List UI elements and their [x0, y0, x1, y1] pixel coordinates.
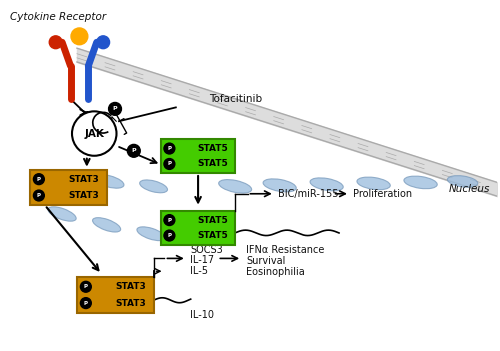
Text: P: P — [84, 284, 88, 289]
Ellipse shape — [404, 176, 438, 189]
Text: P: P — [168, 146, 172, 151]
Circle shape — [80, 298, 92, 309]
FancyBboxPatch shape — [30, 170, 106, 205]
Ellipse shape — [140, 180, 168, 193]
Ellipse shape — [92, 218, 120, 232]
Text: P: P — [112, 106, 117, 111]
Text: STAT5: STAT5 — [198, 231, 228, 240]
Text: Tofacitinib: Tofacitinib — [208, 94, 262, 104]
FancyBboxPatch shape — [77, 277, 154, 313]
Text: IFNα Resistance: IFNα Resistance — [246, 245, 324, 255]
FancyBboxPatch shape — [161, 139, 235, 173]
Text: P: P — [37, 177, 41, 182]
Text: P: P — [132, 148, 136, 153]
Ellipse shape — [357, 177, 390, 190]
Circle shape — [72, 111, 117, 156]
Circle shape — [164, 159, 175, 170]
FancyBboxPatch shape — [161, 211, 235, 245]
Ellipse shape — [137, 227, 166, 241]
Text: SOCS3: SOCS3 — [190, 245, 223, 255]
Text: Eosinophilia: Eosinophilia — [246, 267, 305, 277]
Circle shape — [128, 144, 140, 157]
Text: BIC/miR-155: BIC/miR-155 — [278, 189, 338, 199]
Circle shape — [34, 174, 44, 185]
Circle shape — [96, 36, 110, 49]
Circle shape — [80, 281, 92, 292]
Text: STAT3: STAT3 — [115, 282, 146, 291]
Text: STAT5: STAT5 — [198, 216, 228, 225]
Text: STAT3: STAT3 — [68, 191, 99, 200]
Text: P: P — [37, 193, 41, 198]
Ellipse shape — [448, 176, 478, 187]
Text: IL-10: IL-10 — [190, 310, 214, 320]
Text: STAT3: STAT3 — [115, 299, 146, 307]
Text: P: P — [168, 218, 172, 223]
Text: JAK: JAK — [84, 128, 104, 139]
Text: STAT3: STAT3 — [68, 175, 99, 184]
Text: IL-5: IL-5 — [190, 266, 208, 276]
Ellipse shape — [94, 175, 124, 188]
Text: STAT5: STAT5 — [198, 159, 228, 168]
Ellipse shape — [310, 178, 343, 191]
Text: P: P — [168, 161, 172, 166]
Text: P: P — [84, 300, 88, 306]
Text: IL-17: IL-17 — [190, 255, 214, 265]
Circle shape — [164, 215, 175, 226]
Circle shape — [108, 102, 122, 115]
Text: Proliferation: Proliferation — [354, 189, 412, 199]
Circle shape — [50, 36, 62, 49]
Text: Survival: Survival — [246, 256, 286, 266]
Circle shape — [164, 230, 175, 241]
Circle shape — [34, 190, 44, 201]
Circle shape — [164, 143, 175, 154]
Text: Nucleus: Nucleus — [448, 184, 490, 194]
Text: STAT5: STAT5 — [198, 144, 228, 153]
Circle shape — [71, 28, 88, 45]
Text: P: P — [168, 233, 172, 238]
Ellipse shape — [48, 207, 76, 221]
Ellipse shape — [263, 179, 296, 192]
Text: Cytokine Receptor: Cytokine Receptor — [10, 12, 106, 22]
Ellipse shape — [218, 180, 252, 193]
